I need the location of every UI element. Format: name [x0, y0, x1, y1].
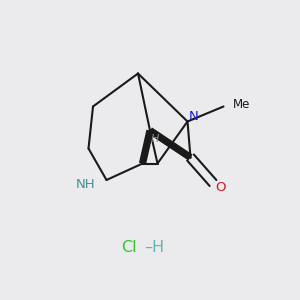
Text: H: H — [150, 134, 159, 145]
Text: –H: –H — [144, 240, 165, 255]
Text: NH: NH — [76, 178, 95, 191]
Text: O: O — [215, 181, 226, 194]
Text: N: N — [189, 110, 198, 124]
Text: Cl: Cl — [121, 240, 137, 255]
Text: Me: Me — [232, 98, 250, 112]
